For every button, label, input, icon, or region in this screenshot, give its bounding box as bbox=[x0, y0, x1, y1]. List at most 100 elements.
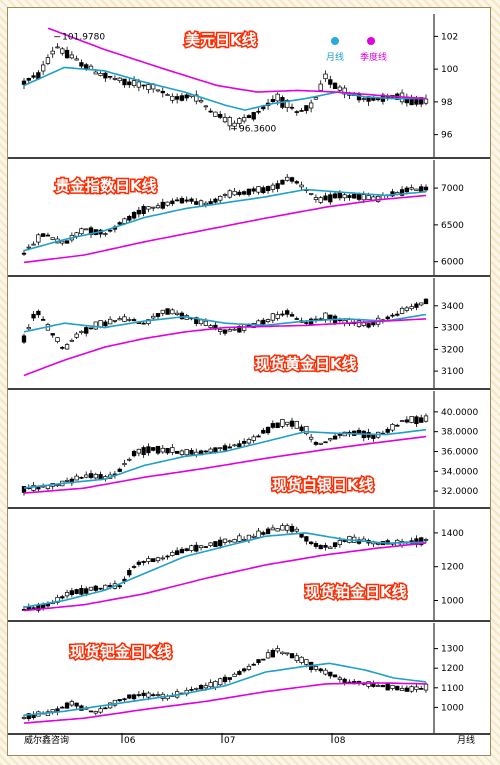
candle-up bbox=[74, 333, 79, 338]
candle-up bbox=[419, 302, 424, 306]
candle-up bbox=[409, 686, 414, 692]
candle-down bbox=[414, 416, 419, 425]
candle-up bbox=[55, 337, 60, 342]
candle-down bbox=[371, 434, 376, 439]
candle-down bbox=[151, 694, 156, 697]
candle-down bbox=[103, 707, 108, 710]
candle-up bbox=[218, 196, 223, 201]
candle-down bbox=[107, 229, 113, 232]
candle-up bbox=[160, 557, 165, 560]
candle-down bbox=[189, 689, 194, 691]
x-tick-label: 06 bbox=[124, 736, 136, 746]
candle-down bbox=[60, 347, 65, 349]
panel-6: 1300 1200 1100 1000 现货钯金日K线 bbox=[8, 623, 490, 735]
quarter-ma-line bbox=[23, 194, 427, 264]
candle-down bbox=[184, 199, 189, 202]
candle-up bbox=[98, 72, 103, 76]
candle-up bbox=[74, 232, 79, 237]
y-tick-label: 1200 bbox=[441, 664, 464, 674]
candle-down bbox=[342, 678, 347, 684]
candle-up bbox=[74, 58, 79, 61]
candle-down bbox=[419, 537, 424, 546]
candle-up bbox=[294, 528, 299, 532]
candle-up bbox=[45, 57, 51, 64]
candle-up bbox=[232, 673, 237, 677]
candle-down bbox=[294, 111, 299, 113]
candle-down bbox=[170, 200, 175, 205]
candle-up bbox=[69, 54, 75, 59]
candle-down bbox=[165, 308, 170, 315]
candle-down bbox=[299, 426, 304, 432]
y-tick-label: 6000 bbox=[441, 258, 464, 268]
quarter-ma-line bbox=[23, 542, 427, 612]
candle-down bbox=[103, 72, 108, 79]
candle-down bbox=[165, 447, 170, 454]
candle-up bbox=[174, 312, 180, 315]
candle-up bbox=[160, 447, 165, 453]
candle-up bbox=[170, 95, 175, 101]
candle-down bbox=[26, 78, 31, 81]
quarter-ma-line bbox=[23, 682, 427, 724]
candle-down bbox=[304, 536, 309, 542]
candle-down bbox=[227, 446, 232, 449]
candle-down bbox=[189, 198, 194, 202]
candle-up bbox=[184, 449, 189, 456]
candle-up bbox=[375, 542, 381, 545]
candle-up bbox=[366, 195, 371, 200]
candle-down bbox=[136, 694, 142, 696]
candle-up bbox=[399, 420, 405, 422]
candle-down bbox=[304, 105, 309, 112]
candle-up bbox=[26, 246, 31, 249]
candle-up bbox=[361, 194, 366, 201]
candle-up bbox=[136, 81, 142, 88]
candle-up bbox=[146, 84, 151, 90]
candle-down bbox=[294, 181, 299, 184]
y-tick-label: 1300 bbox=[441, 645, 464, 655]
month-ma-line bbox=[23, 428, 427, 489]
candle-down bbox=[131, 694, 137, 700]
candle-up bbox=[285, 652, 290, 655]
candle-down bbox=[241, 440, 247, 444]
candle-down bbox=[21, 80, 27, 85]
candle-up bbox=[26, 327, 31, 330]
candle-up bbox=[117, 77, 122, 81]
candle-down bbox=[313, 543, 319, 547]
month-ma-line bbox=[23, 66, 426, 111]
candle-down bbox=[332, 82, 338, 89]
candle-up bbox=[423, 415, 429, 422]
candle-down bbox=[98, 587, 103, 590]
candle-down bbox=[399, 189, 405, 196]
candle-down bbox=[265, 426, 271, 434]
candle-down bbox=[203, 450, 209, 453]
candle-down bbox=[395, 313, 400, 316]
candle-up bbox=[275, 528, 280, 532]
candle-up bbox=[241, 117, 247, 122]
watermark-label: 威尔鑫咨询 bbox=[24, 734, 69, 746]
candle-up bbox=[294, 655, 299, 662]
candle-down bbox=[280, 313, 285, 316]
candle-up bbox=[179, 450, 185, 455]
candle-up bbox=[222, 538, 228, 543]
candle-down bbox=[332, 193, 338, 199]
candle-up bbox=[146, 692, 151, 698]
candle-down bbox=[127, 694, 132, 699]
candle-down bbox=[423, 186, 429, 191]
candle-up bbox=[237, 535, 242, 542]
candle-down bbox=[275, 422, 280, 429]
candle-down bbox=[385, 428, 390, 433]
candle-down bbox=[184, 94, 189, 99]
candle-down bbox=[280, 179, 285, 185]
panel-title: 贵金指数日K线 bbox=[55, 177, 157, 195]
candle-up bbox=[414, 188, 419, 191]
candle-up bbox=[227, 117, 232, 127]
candle-down bbox=[208, 110, 213, 113]
candle-up bbox=[251, 436, 256, 441]
candle-up bbox=[194, 687, 199, 690]
y-tick-label: 32.0000 bbox=[441, 487, 478, 497]
candle-down bbox=[261, 532, 266, 535]
candle-up bbox=[280, 419, 285, 427]
candle-down bbox=[45, 234, 51, 237]
candle-up bbox=[275, 93, 280, 102]
candle-up bbox=[251, 535, 256, 538]
candle-up bbox=[55, 597, 60, 603]
